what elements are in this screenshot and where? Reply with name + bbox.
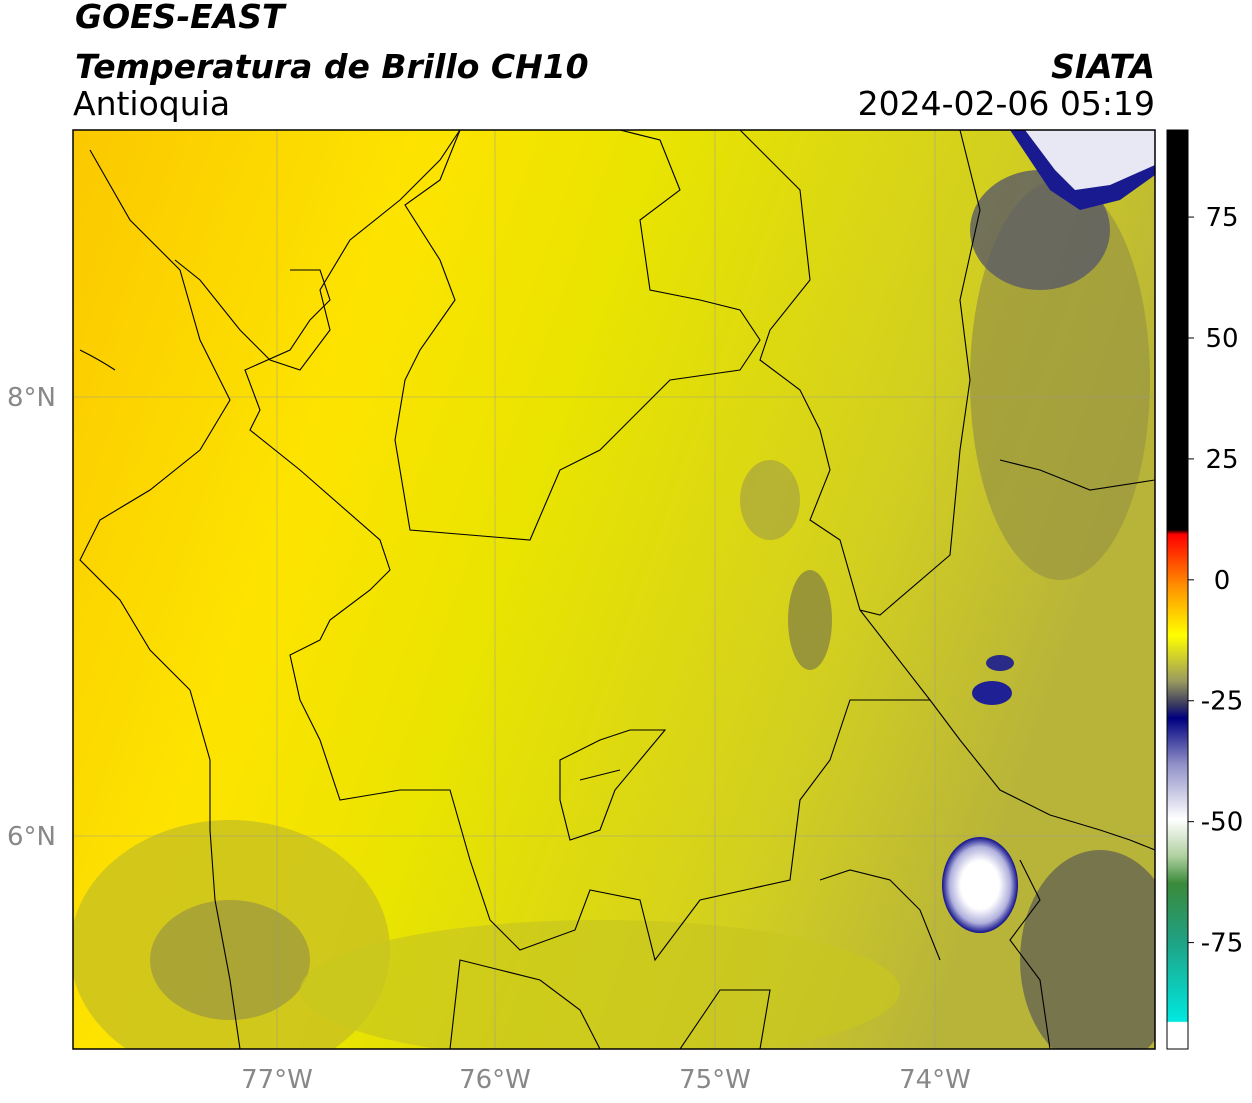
colorbar-tick-label: 50 bbox=[1205, 324, 1238, 354]
colorbar-tick-label: -25 bbox=[1201, 687, 1243, 717]
colorbar bbox=[1166, 129, 1189, 1050]
borders bbox=[79, 130, 1155, 1049]
region: Antioquia bbox=[73, 84, 230, 123]
map-frame bbox=[72, 129, 1156, 1050]
lon-label: 74°W bbox=[899, 1065, 971, 1095]
colorbar-tick-label: -50 bbox=[1201, 808, 1243, 838]
colorbar-tick-label: 0 bbox=[1214, 566, 1231, 596]
timestamp: 2024-02-06 05:19 bbox=[858, 84, 1155, 123]
source: SIATA bbox=[1051, 47, 1155, 86]
lon-label: 77°W bbox=[241, 1065, 313, 1095]
colorbar-tick-label: 75 bbox=[1205, 203, 1238, 233]
colorbar-tick-label: -75 bbox=[1201, 929, 1243, 959]
lon-label: 76°W bbox=[459, 1065, 531, 1095]
map bbox=[73, 130, 1155, 1049]
title: GOES-EAST bbox=[75, 0, 287, 36]
colorbar-tick-label: 25 bbox=[1205, 445, 1238, 475]
lat-label: 8°N bbox=[7, 383, 56, 413]
graticule bbox=[73, 130, 1155, 1049]
lon-label: 75°W bbox=[679, 1065, 751, 1095]
lat-label: 6°N bbox=[7, 822, 56, 852]
subtitle: Temperatura de Brillo CH10 bbox=[75, 47, 589, 86]
